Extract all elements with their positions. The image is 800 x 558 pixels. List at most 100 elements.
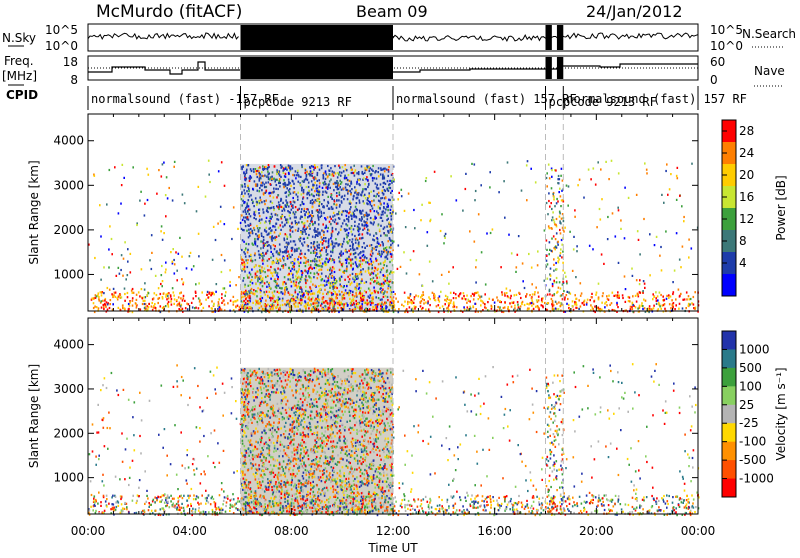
echo-point <box>440 230 442 232</box>
echo-point <box>285 282 287 284</box>
echo-point <box>354 192 356 194</box>
echo-point <box>394 309 396 311</box>
echo-point <box>611 160 613 162</box>
echo-point <box>301 216 303 218</box>
echo-point <box>260 484 262 486</box>
echo-point <box>375 249 377 251</box>
echo-point <box>286 384 288 386</box>
echo-point <box>330 167 332 169</box>
echo-point <box>558 308 560 310</box>
echo-point <box>308 234 310 236</box>
echo-point <box>317 172 319 174</box>
echo-point <box>265 459 267 461</box>
echo-point <box>171 298 173 300</box>
echo-point <box>373 261 375 263</box>
echo-point <box>314 260 316 262</box>
echo-point <box>558 191 560 193</box>
echo-point <box>476 259 478 261</box>
echo-point <box>163 293 165 295</box>
echo-point <box>319 182 321 184</box>
echo-point <box>672 304 674 306</box>
echo-point <box>372 296 374 298</box>
echo-point <box>243 211 245 213</box>
echo-point <box>618 209 620 211</box>
echo-point <box>292 262 294 264</box>
echo-point <box>350 166 352 168</box>
echo-point <box>241 300 243 302</box>
echo-point <box>264 376 266 378</box>
echo-point <box>421 294 423 296</box>
echo-point <box>387 279 389 281</box>
echo-point <box>262 252 264 254</box>
echo-point <box>573 248 575 250</box>
echo-point <box>348 258 350 260</box>
echo-point <box>300 257 302 259</box>
echo-point <box>269 445 271 447</box>
echo-point <box>560 302 562 304</box>
echo-point <box>284 289 286 291</box>
echo-point <box>561 218 563 220</box>
echo-point <box>413 250 415 252</box>
echo-point <box>287 251 289 253</box>
echo-point <box>324 247 326 249</box>
echo-point <box>127 274 129 276</box>
echo-point <box>553 280 555 282</box>
echo-point <box>514 294 516 296</box>
echo-point <box>304 213 306 215</box>
echo-point <box>632 304 634 306</box>
echo-point <box>270 247 272 249</box>
echo-point <box>120 269 122 271</box>
echo-point <box>244 266 246 268</box>
echo-point <box>259 202 261 204</box>
echo-point <box>275 271 277 273</box>
echo-point <box>357 277 359 279</box>
echo-point <box>270 227 272 229</box>
echo-point <box>325 170 327 172</box>
echo-point <box>244 474 246 476</box>
echo-point <box>305 169 307 171</box>
echo-point <box>272 253 274 255</box>
echo-point <box>450 299 452 301</box>
echo-point <box>450 302 452 304</box>
echo-point <box>288 242 290 244</box>
echo-point <box>383 296 385 298</box>
echo-point <box>381 251 383 253</box>
echo-point <box>260 199 262 201</box>
echo-point <box>294 174 296 176</box>
echo-point <box>322 242 324 244</box>
echo-point <box>256 173 258 175</box>
echo-point <box>368 166 370 168</box>
echo-point <box>271 229 273 231</box>
echo-point <box>434 171 436 173</box>
echo-point <box>207 291 209 293</box>
echo-point <box>153 297 155 299</box>
echo-point <box>326 281 328 283</box>
echo-point <box>410 293 412 295</box>
echo-point <box>278 482 280 484</box>
echo-point <box>310 170 312 172</box>
colorbar-tick-label: 8 <box>739 234 747 248</box>
echo-point <box>555 301 557 303</box>
echo-point <box>636 301 638 303</box>
echo-point <box>355 372 357 374</box>
echo-point <box>325 414 327 416</box>
echo-point <box>374 291 376 293</box>
echo-point <box>300 287 302 289</box>
echo-point <box>291 281 293 283</box>
echo-point <box>364 257 366 259</box>
echo-point <box>245 294 247 296</box>
echo-point <box>142 303 144 305</box>
echo-point <box>365 291 367 293</box>
echo-point <box>255 283 257 285</box>
echo-point <box>382 274 384 276</box>
echo-point <box>323 205 325 207</box>
echo-point <box>212 259 214 261</box>
colorbar-tick-label: 24 <box>739 146 754 160</box>
echo-point <box>251 258 253 260</box>
echo-point <box>378 206 380 208</box>
echo-point <box>385 438 387 440</box>
echo-point <box>221 161 223 163</box>
echo-point <box>247 266 249 268</box>
echo-point <box>333 290 335 292</box>
